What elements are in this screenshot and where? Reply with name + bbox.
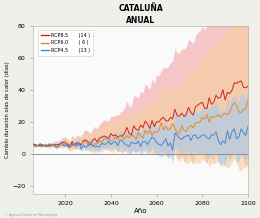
- Title: CATALUÑA
ANUAL: CATALUÑA ANUAL: [118, 4, 163, 25]
- Text: © Agencia Estatal de Meteorología: © Agencia Estatal de Meteorología: [5, 213, 57, 217]
- X-axis label: Año: Año: [134, 208, 147, 214]
- Legend: RCP8.5       (14 ), RCP6.0       ( 6 ), RCP4.5       (13 ): RCP8.5 (14 ), RCP6.0 ( 6 ), RCP4.5 (13 ): [38, 30, 93, 56]
- Y-axis label: Cambio duración olas de calor (días): Cambio duración olas de calor (días): [4, 61, 10, 158]
